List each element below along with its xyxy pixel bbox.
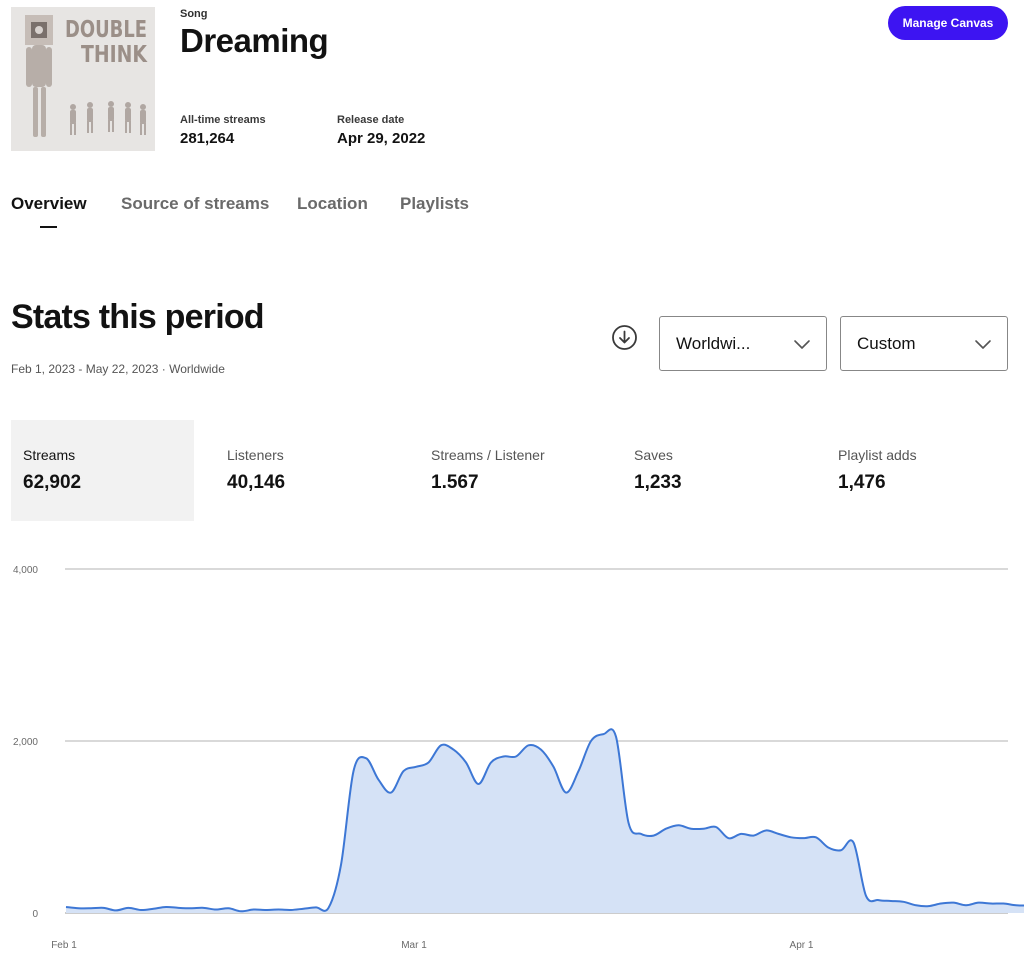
stat-value: 40,146	[227, 472, 286, 493]
stat-label: Streams	[23, 447, 76, 463]
date-range-select[interactable]: Custom	[840, 316, 1008, 371]
tab-overview[interactable]: Overview	[11, 194, 87, 213]
streams-line	[65, 728, 1024, 913]
date-range-select-value: Custom	[857, 334, 916, 353]
stat-label: Playlist adds	[838, 447, 917, 463]
stat-value: 62,902	[23, 472, 82, 493]
release-date-label: Release date	[337, 114, 405, 126]
tab-playlists[interactable]: Playlists	[400, 194, 469, 213]
chevron-down-icon	[975, 340, 991, 349]
stat-label: Listeners	[227, 447, 284, 463]
cover-text-line-2: THINK	[81, 42, 148, 68]
album-cover: DOUBLE THINK	[11, 7, 155, 151]
stat-value: 1,476	[838, 472, 886, 493]
stat-card-saves[interactable]: Saves 1,233	[622, 420, 805, 521]
download-icon[interactable]	[611, 324, 638, 351]
tab-source-of-streams[interactable]: Source of streams	[121, 194, 270, 213]
chevron-down-icon	[794, 340, 810, 349]
location-select[interactable]: Worldwi...	[659, 316, 827, 371]
tab-location[interactable]: Location	[297, 194, 368, 213]
tab-bar: Overview Source of streams Location Play…	[0, 194, 1024, 234]
manage-canvas-button[interactable]: Manage Canvas	[888, 6, 1008, 40]
stat-value: 1,233	[634, 472, 682, 493]
section-title: Stats this period	[11, 298, 265, 336]
song-title: Dreaming	[180, 22, 329, 59]
y-tick-label: 0	[32, 909, 38, 920]
active-tab-indicator	[40, 226, 57, 228]
y-tick-label: 4,000	[13, 565, 38, 576]
stat-card-streams[interactable]: Streams 62,902	[11, 420, 194, 521]
stat-card-listeners[interactable]: Listeners 40,146	[215, 420, 398, 521]
x-tick-label: Feb 1	[51, 940, 77, 951]
x-tick-label: Mar 1	[401, 940, 427, 951]
all-time-streams-label: All-time streams	[180, 114, 266, 126]
x-tick-label: Apr 1	[790, 940, 814, 951]
all-time-streams-value: 281,264	[180, 130, 235, 147]
stat-label: Streams / Listener	[431, 447, 545, 463]
stat-value: 1.567	[431, 472, 479, 493]
period-subtitle: Feb 1, 2023 - May 22, 2023 · Worldwide	[11, 362, 225, 376]
stat-card-playlist-adds[interactable]: Playlist adds 1,476	[826, 420, 1009, 521]
release-date-value: Apr 29, 2022	[337, 130, 426, 147]
cover-text-line-1: DOUBLE	[65, 17, 147, 43]
streams-area	[66, 729, 1024, 913]
location-select-value: Worldwi...	[676, 334, 751, 353]
stat-card-streams-per-listener[interactable]: Streams / Listener 1.567	[419, 420, 602, 521]
stat-label: Saves	[634, 447, 673, 463]
y-tick-label: 2,000	[13, 737, 38, 748]
item-kind-label: Song	[180, 8, 208, 20]
